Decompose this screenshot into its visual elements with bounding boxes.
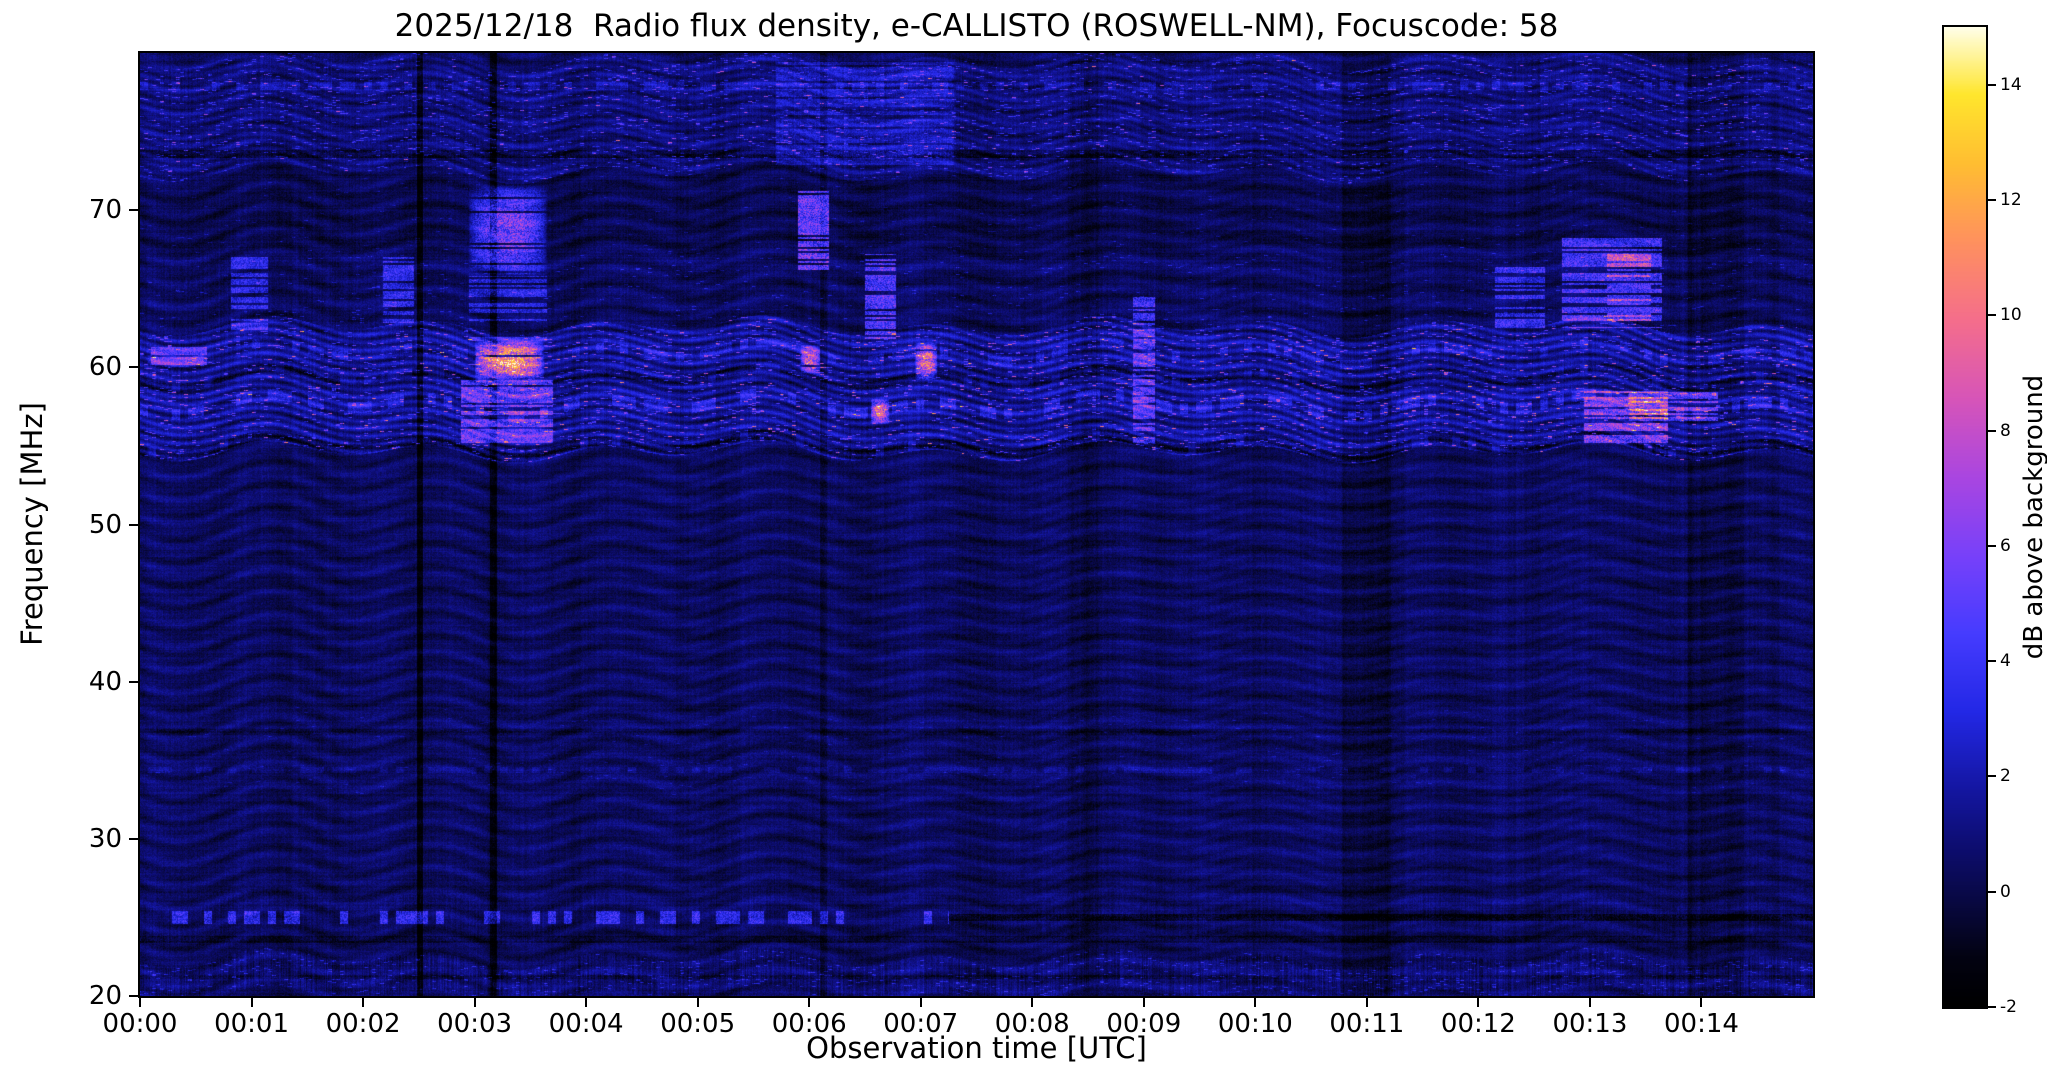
colorbar-tick-mark xyxy=(1988,83,1996,86)
y-tick-label: 30 xyxy=(88,823,122,854)
colorbar-tick-label: 4 xyxy=(2000,651,2011,672)
colorbar-tick-mark xyxy=(1988,660,1996,663)
x-tick-mark xyxy=(1254,998,1257,1007)
x-tick-mark xyxy=(1031,998,1034,1007)
x-tick-mark xyxy=(696,998,699,1007)
x-tick-label: 00:04 xyxy=(548,1009,624,1039)
x-tick-label: 00:14 xyxy=(1663,1009,1739,1039)
y-tick-label: 60 xyxy=(88,352,122,383)
x-tick-mark xyxy=(1588,998,1591,1007)
x-tick-label: 00:13 xyxy=(1552,1009,1628,1039)
chart-title: 2025/12/18 Radio flux density, e-CALLIST… xyxy=(394,8,1559,44)
x-tick-mark xyxy=(808,998,811,1007)
y-tick-label: 40 xyxy=(88,666,122,697)
y-tick-label: 70 xyxy=(88,195,122,226)
colorbar-label: dB above background xyxy=(2019,374,2047,660)
x-tick-mark xyxy=(139,998,141,1007)
colorbar-tick-label: 12 xyxy=(2000,189,2022,210)
y-tick-mark xyxy=(129,523,138,526)
colorbar-tick-mark xyxy=(1988,775,1996,778)
x-tick-label: 00:12 xyxy=(1440,1009,1516,1039)
x-tick-mark xyxy=(1142,998,1145,1007)
colorbar-tick-label: 10 xyxy=(2000,305,2022,326)
colorbar-tick-mark xyxy=(1988,890,1996,893)
y-tick-label: 20 xyxy=(88,981,122,1011)
y-tick-mark xyxy=(129,366,138,369)
colorbar-tick-label: 8 xyxy=(2000,420,2011,441)
spectrogram-canvas xyxy=(138,51,1815,998)
x-tick-label: 00:00 xyxy=(102,1009,178,1039)
colorbar-tick-label: 2 xyxy=(2000,766,2011,787)
x-tick-mark xyxy=(585,998,588,1007)
colorbar-tick-label: 6 xyxy=(2000,535,2011,556)
x-tick-mark xyxy=(473,998,476,1007)
y-tick-mark xyxy=(129,837,138,840)
colorbar-tick-mark xyxy=(1988,314,1996,317)
y-tick-label: 50 xyxy=(88,509,122,540)
colorbar-tick-label: 0 xyxy=(2000,881,2011,902)
colorbar-tick-mark xyxy=(1988,1006,1996,1008)
x-tick-mark xyxy=(1700,998,1703,1007)
colorbar-tick-mark xyxy=(1988,198,1996,201)
x-tick-mark xyxy=(919,998,922,1007)
x-tick-mark xyxy=(1477,998,1480,1007)
y-tick-mark xyxy=(129,995,138,997)
x-tick-label: 00:01 xyxy=(214,1009,289,1039)
x-tick-label: 00:11 xyxy=(1329,1009,1405,1039)
x-tick-label: 00:08 xyxy=(994,1009,1070,1039)
x-tick-label: 00:05 xyxy=(660,1009,736,1039)
colorbar-canvas xyxy=(1942,25,1988,1009)
x-tick-label: 00:02 xyxy=(325,1009,401,1039)
y-tick-mark xyxy=(129,680,138,683)
x-tick-label: 00:10 xyxy=(1217,1009,1293,1039)
colorbar-tick-mark xyxy=(1988,429,1996,432)
x-tick-mark xyxy=(362,998,365,1007)
colorbar-tick-mark xyxy=(1988,544,1996,547)
x-tick-mark xyxy=(250,998,253,1007)
x-tick-label: 00:07 xyxy=(883,1009,959,1039)
colorbar-tick-label: 14 xyxy=(2000,74,2022,95)
x-tick-mark xyxy=(1365,998,1368,1007)
x-axis-label: Observation time [UTC] xyxy=(806,1031,1147,1065)
x-tick-label: 00:03 xyxy=(437,1009,513,1039)
x-tick-label: 00:09 xyxy=(1106,1009,1182,1039)
x-tick-label: 00:06 xyxy=(771,1009,847,1039)
colorbar-tick-label: -2 xyxy=(2000,997,2017,1017)
y-tick-mark xyxy=(129,209,138,212)
